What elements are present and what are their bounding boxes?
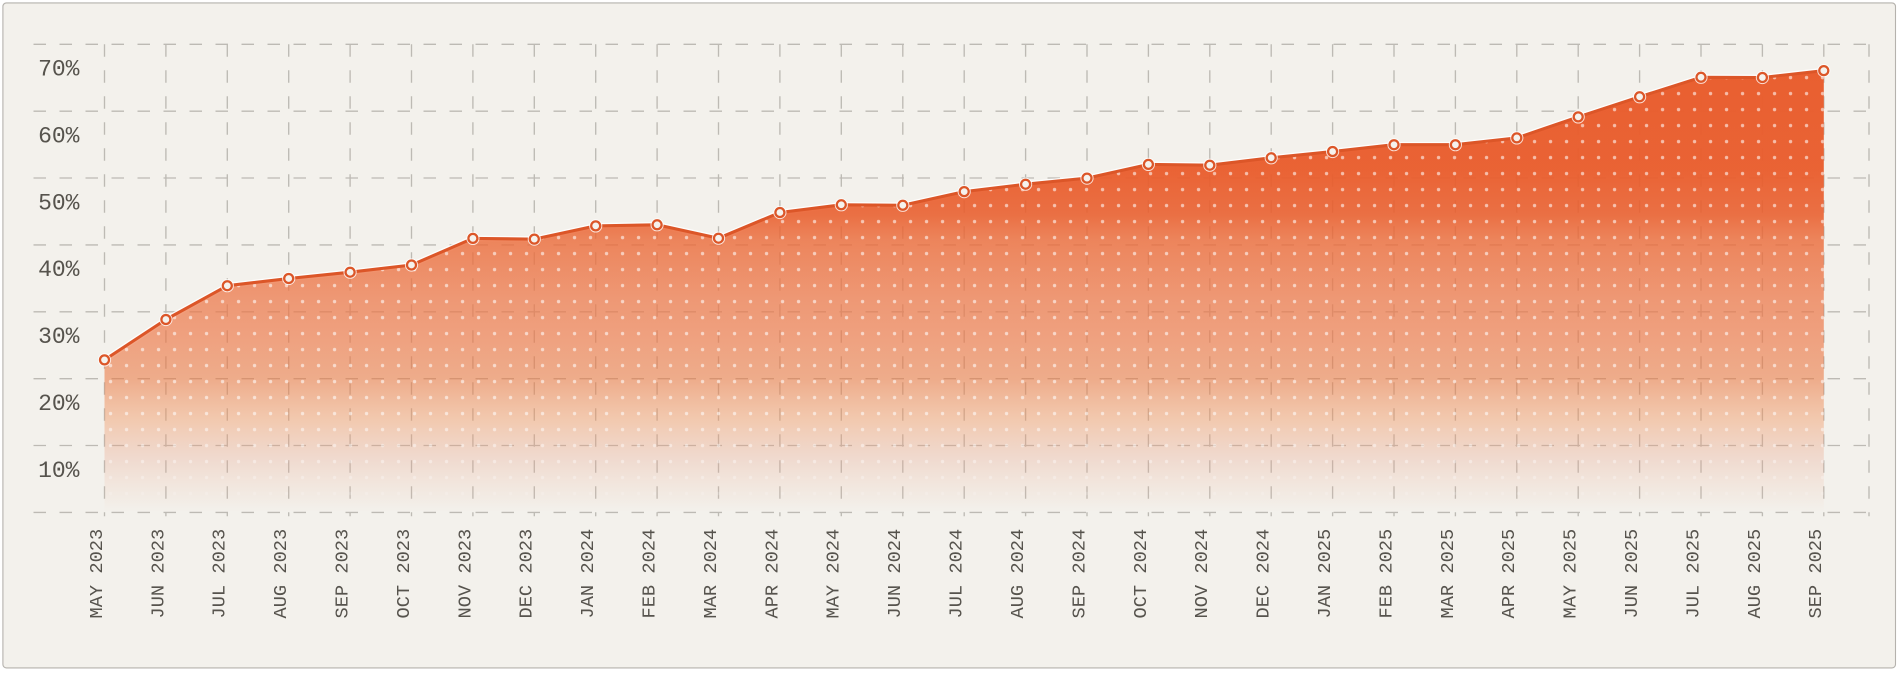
svg-text:DEC 2024: DEC 2024 [1253,529,1275,619]
svg-text:40%: 40% [38,257,80,283]
svg-text:AUG 2024: AUG 2024 [1007,529,1029,619]
svg-text:FEB 2024: FEB 2024 [639,529,661,619]
svg-text:JUL 2023: JUL 2023 [209,529,231,619]
svg-text:JUL 2025: JUL 2025 [1682,529,1704,619]
svg-text:MAY 2025: MAY 2025 [1560,529,1582,619]
svg-text:AUG 2023: AUG 2023 [270,529,292,619]
svg-text:60%: 60% [38,124,80,150]
svg-text:JUN 2024: JUN 2024 [884,529,906,619]
svg-text:JAN 2025: JAN 2025 [1314,529,1336,619]
svg-text:JUN 2023: JUN 2023 [147,529,169,619]
svg-text:NOV 2024: NOV 2024 [1191,529,1213,619]
svg-text:FEB 2025: FEB 2025 [1375,529,1397,619]
svg-text:SEP 2024: SEP 2024 [1068,529,1090,619]
svg-text:30%: 30% [38,324,80,350]
svg-text:JUN 2025: JUN 2025 [1621,529,1643,619]
svg-text:70%: 70% [38,57,80,83]
svg-text:MAY 2023: MAY 2023 [86,529,108,619]
svg-text:10%: 10% [38,458,80,484]
svg-text:SEP 2023: SEP 2023 [332,529,354,619]
svg-text:MAR 2024: MAR 2024 [700,529,722,619]
svg-text:OCT 2023: OCT 2023 [393,529,415,619]
svg-text:NOV 2023: NOV 2023 [454,529,476,619]
svg-text:JAN 2024: JAN 2024 [577,529,599,619]
svg-text:SEP 2025: SEP 2025 [1805,529,1827,619]
svg-text:AUG 2025: AUG 2025 [1744,529,1766,619]
svg-text:APR 2024: APR 2024 [761,529,783,619]
svg-text:MAY 2024: MAY 2024 [823,529,845,619]
svg-text:APR 2025: APR 2025 [1498,529,1520,619]
svg-text:20%: 20% [38,391,80,417]
svg-text:50%: 50% [38,190,80,216]
svg-text:DEC 2023: DEC 2023 [516,529,538,619]
svg-text:OCT 2024: OCT 2024 [1130,529,1152,619]
svg-text:JUL 2024: JUL 2024 [946,529,968,619]
svg-text:MAR 2025: MAR 2025 [1437,529,1459,619]
